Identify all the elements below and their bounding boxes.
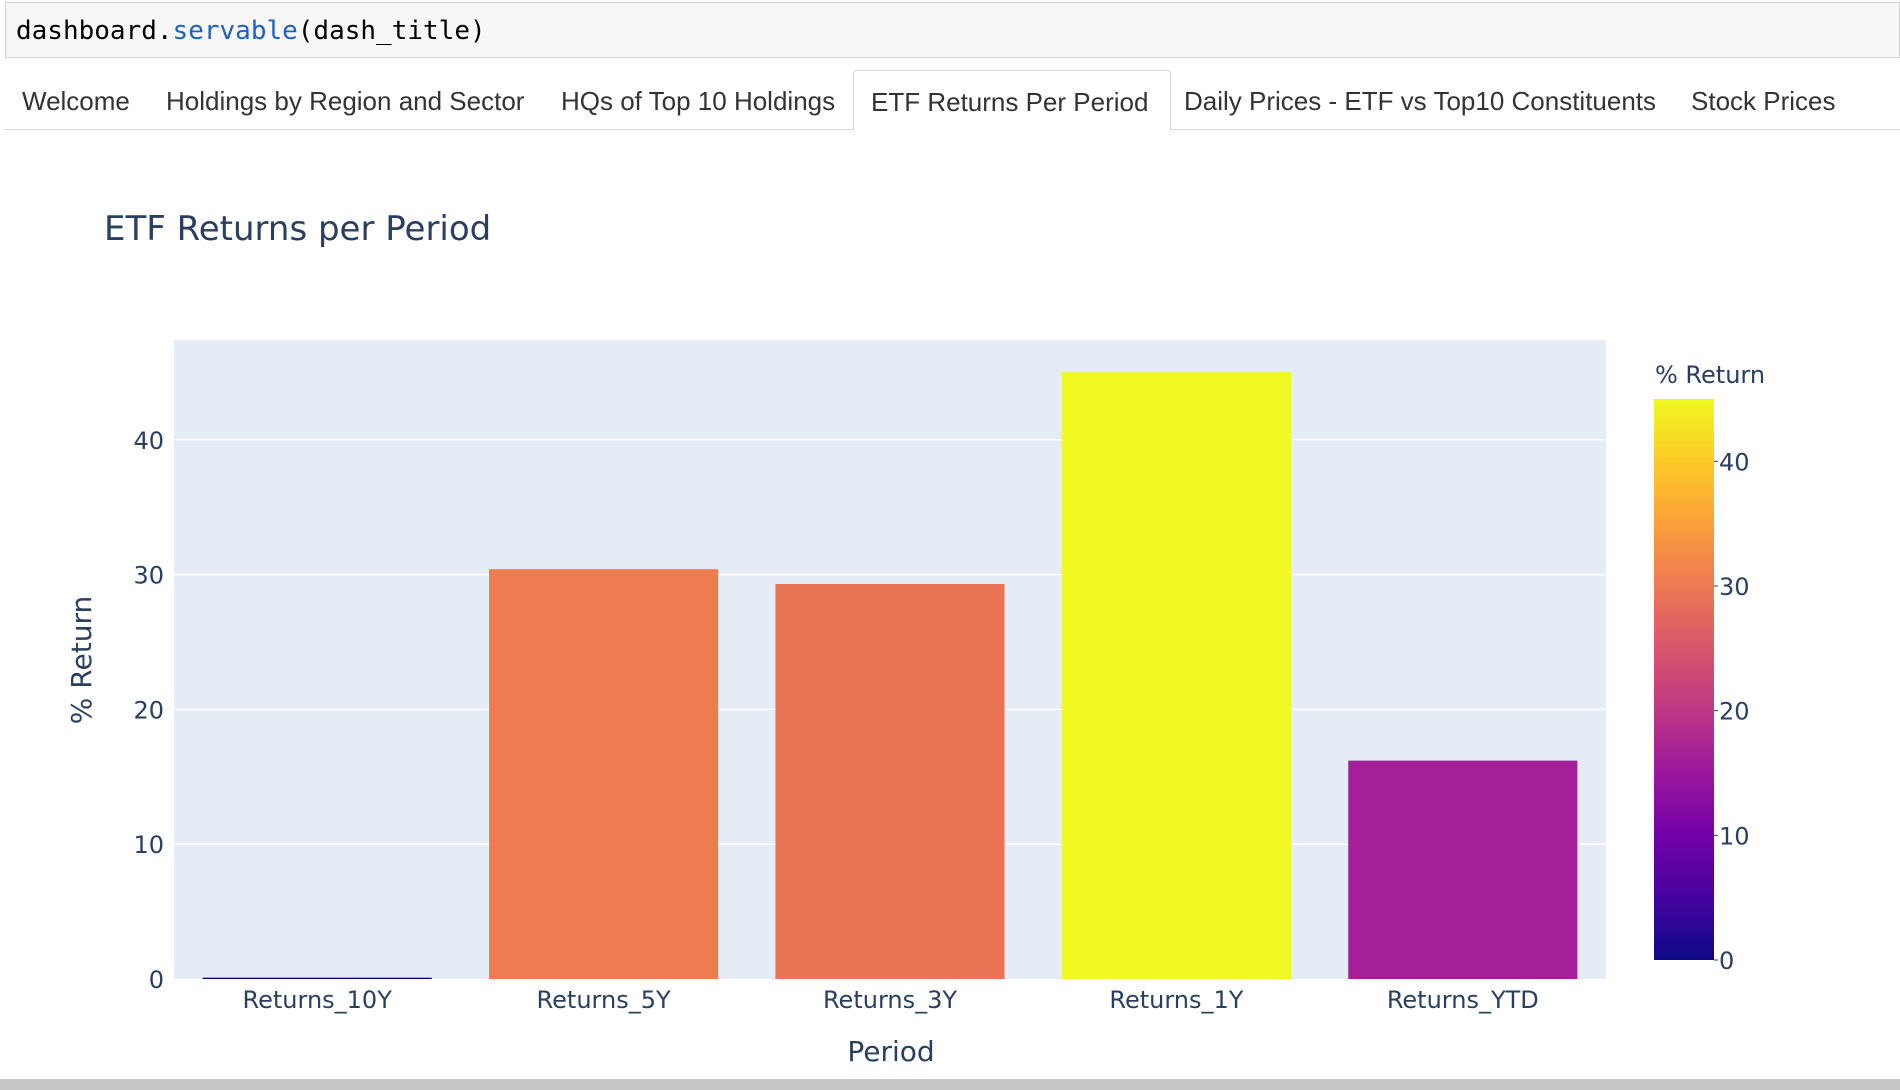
chart-title: ETF Returns per Period (104, 209, 491, 249)
tab-holdings-by-region-and-sector[interactable]: Holdings by Region and Sector (166, 86, 525, 116)
y-tick-labels: 0 10 20 30 40 (133, 427, 164, 994)
bar-returns-ytd[interactable] (1348, 760, 1578, 979)
x-tick-labels: Returns_10Y Returns_5Y Returns_3Y Returns_1… (243, 986, 1539, 1014)
y-tick-label: 30 (133, 562, 164, 590)
y-tick-label: 40 (133, 427, 164, 455)
code-cell[interactable]: dashboard.servable(dash_title) (5, 2, 1900, 58)
tab-daily-prices-etf-vs-top10[interactable]: Daily Prices - ETF vs Top10 Constituents (1184, 86, 1657, 116)
x-tick-label: Returns_1Y (1109, 986, 1243, 1014)
code-method: servable (172, 16, 298, 46)
colorbar-tick-label: 10 (1719, 822, 1750, 850)
code-dot: . (156, 16, 173, 46)
x-axis-title: Period (847, 1035, 934, 1068)
tab-etf-returns-per-period[interactable]: ETF Returns Per Period (853, 70, 1171, 131)
bar-returns-5y[interactable] (489, 569, 719, 979)
code-args: (dash_title) (297, 16, 486, 46)
colorbar-tick-label: 40 (1719, 448, 1750, 476)
tab-stock-prices[interactable]: Stock Prices (1691, 86, 1836, 116)
colorbar-tick-label: 30 (1719, 573, 1750, 601)
x-tick-label: Returns_5Y (537, 986, 671, 1014)
colorbar-tick-label: 20 (1719, 698, 1750, 726)
bars (202, 372, 1578, 979)
x-tick-label: Returns_3Y (823, 986, 957, 1014)
x-tick-label: Returns_10Y (243, 986, 393, 1014)
colorbar-tick-labels: 0 10 20 30 40 (1714, 448, 1750, 975)
colorbar-title: % Return (1655, 361, 1765, 389)
bar-returns-1y[interactable] (1061, 372, 1291, 979)
colorbar-tick-label: 0 (1719, 947, 1734, 975)
y-tick-label: 0 (149, 966, 164, 994)
horizontal-scrollbar[interactable] (0, 1079, 1900, 1090)
x-tick-label: Returns_YTD (1387, 986, 1539, 1014)
tab-bar: Welcome Holdings by Region and Sector HQ… (5, 70, 1900, 131)
bar-returns-3y[interactable] (775, 584, 1005, 979)
code-object: dashboard (16, 16, 157, 46)
y-tick-label: 10 (133, 831, 164, 859)
y-axis-title: % Return (65, 596, 98, 724)
tab-welcome[interactable]: Welcome (22, 86, 130, 116)
tab-hqs-of-top-10-holdings[interactable]: HQs of Top 10 Holdings (561, 86, 836, 116)
y-tick-label: 20 (133, 696, 164, 724)
bar-returns-10y[interactable] (202, 977, 432, 979)
colorbar (1654, 399, 1714, 960)
